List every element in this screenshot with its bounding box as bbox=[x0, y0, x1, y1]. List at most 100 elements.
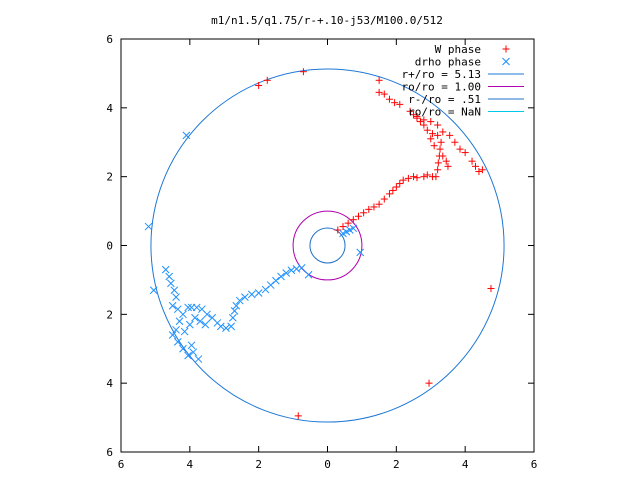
w-phase-point bbox=[360, 209, 368, 217]
drho-phase-point bbox=[180, 327, 189, 336]
x-tick-label: 4 bbox=[187, 458, 194, 471]
drho-phase-point bbox=[232, 301, 241, 310]
reference-circle bbox=[150, 68, 505, 423]
w-phase-point bbox=[406, 107, 414, 115]
w-phase-point bbox=[263, 76, 271, 84]
drho-phase-point bbox=[185, 320, 194, 329]
w-phase-point bbox=[334, 226, 342, 234]
w-phase-point bbox=[442, 157, 450, 165]
drho-phase-point bbox=[189, 348, 198, 357]
y-tick-label: 6 bbox=[106, 446, 113, 459]
drho-phase-point bbox=[304, 270, 313, 279]
drho-phase-point bbox=[149, 286, 158, 295]
drho-phase-point bbox=[144, 222, 153, 231]
x-tick-label: 2 bbox=[255, 458, 262, 471]
w-phase-point bbox=[416, 118, 424, 126]
reference-circles bbox=[150, 68, 505, 423]
w-phase-point bbox=[413, 114, 421, 122]
w-phase-point bbox=[423, 126, 431, 134]
drho-phase-point bbox=[235, 296, 244, 305]
y-tick-label: 6 bbox=[106, 33, 113, 46]
w-phase-point bbox=[487, 285, 495, 293]
legend-label: r+/ro = 5.13 bbox=[402, 68, 481, 81]
w-phase-point bbox=[392, 183, 400, 191]
x-tick-label: 0 bbox=[324, 458, 331, 471]
drho-phase-point bbox=[297, 264, 306, 272]
drho-phase-point bbox=[247, 290, 256, 299]
w-phase-point bbox=[370, 203, 378, 211]
w-phase-point bbox=[354, 212, 362, 220]
chart-title: m1/n1.5/q1.75/r-+.10-j53/M100.0/512 bbox=[211, 14, 443, 27]
w-phase-point bbox=[420, 173, 428, 181]
drho-phase-point bbox=[277, 272, 285, 281]
w-phase-point bbox=[391, 99, 399, 107]
x-tick-label: 4 bbox=[462, 458, 469, 471]
drho-phase-point bbox=[184, 351, 192, 360]
drho-phase-point bbox=[179, 344, 187, 353]
drho-phase-point bbox=[168, 301, 177, 310]
drho-phase-point bbox=[161, 265, 170, 274]
legend-label: W phase bbox=[435, 43, 481, 56]
w-phase-point bbox=[427, 135, 435, 143]
w-phase-point bbox=[389, 186, 397, 194]
w-phase-point bbox=[365, 205, 373, 213]
w-phase-point bbox=[475, 168, 483, 176]
w-phase-point bbox=[299, 68, 307, 76]
w-phase-point bbox=[375, 88, 383, 96]
w-phase-point bbox=[380, 90, 388, 98]
w-phase-point bbox=[434, 166, 442, 174]
drho-phase-point bbox=[287, 266, 296, 275]
w-phase-point bbox=[444, 162, 452, 170]
reference-circle bbox=[309, 227, 346, 264]
drho-phase-point bbox=[182, 131, 191, 140]
drho-phase-point bbox=[292, 265, 301, 273]
y-tick-label: 2 bbox=[106, 171, 113, 184]
drho-phase-point bbox=[170, 286, 179, 295]
drho-phase-point bbox=[191, 313, 199, 322]
w-phase-point bbox=[344, 219, 352, 227]
y-tick-label: 4 bbox=[106, 377, 113, 390]
w-phase-point bbox=[396, 180, 404, 188]
w-phase-point bbox=[446, 131, 454, 139]
drho-phase-point bbox=[172, 293, 180, 301]
drho-phase-point bbox=[175, 317, 184, 326]
w-phase-point bbox=[425, 379, 433, 387]
w-phase-point bbox=[396, 100, 404, 108]
reference-circle bbox=[292, 210, 363, 281]
drho-phase-point bbox=[201, 320, 210, 329]
drho-phase-point bbox=[187, 341, 196, 350]
w-phase-point bbox=[430, 142, 438, 150]
drho-phase-point bbox=[230, 307, 239, 315]
w-phase-point bbox=[375, 200, 383, 208]
w-phase-point bbox=[461, 149, 469, 157]
drho-phase-point bbox=[184, 303, 192, 312]
w-phase-point bbox=[471, 162, 479, 170]
legend-label: r-/ro = .51 bbox=[408, 93, 481, 106]
w-phase-point bbox=[413, 174, 421, 182]
w-phase-point bbox=[428, 130, 436, 138]
data-points bbox=[144, 68, 495, 420]
legend-symbol bbox=[502, 57, 510, 66]
drho-phase-point bbox=[254, 289, 263, 297]
legend-label: ro/ro = NaN bbox=[408, 106, 481, 119]
drho-phase-point bbox=[282, 269, 291, 277]
drho-phase-point bbox=[165, 272, 174, 281]
y-tick-label: 2 bbox=[106, 308, 113, 321]
w-phase-point bbox=[434, 131, 442, 139]
y-tick-label: 4 bbox=[106, 102, 113, 115]
w-phase-point bbox=[410, 173, 418, 181]
w-phase-point bbox=[439, 152, 447, 160]
drho-phase-point bbox=[196, 317, 205, 326]
w-phase-point bbox=[339, 223, 347, 231]
drho-phase-point bbox=[272, 276, 280, 285]
y-tick-label: 0 bbox=[106, 240, 113, 253]
x-tick-label: 6 bbox=[118, 458, 125, 471]
drho-phase-point bbox=[216, 322, 225, 331]
drho-phase-point bbox=[167, 279, 175, 288]
x-tick-label: 2 bbox=[393, 458, 400, 471]
w-phase-point bbox=[434, 121, 442, 129]
legend-symbol bbox=[502, 45, 510, 53]
w-phase-point bbox=[423, 171, 431, 179]
